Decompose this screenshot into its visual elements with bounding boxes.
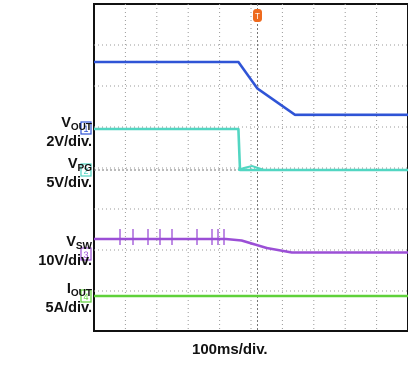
iout-name: IOUT xyxy=(66,281,92,300)
channel-markers: 1 2 3 4 xyxy=(80,121,92,303)
channel-3-marker-label: 3 xyxy=(83,250,88,260)
vout-label: VOUT 2V/div. xyxy=(46,116,92,150)
iout-label: IOUT 5A/div. xyxy=(46,282,92,316)
channel-1-marker: 1 xyxy=(80,121,92,135)
x-axis-label: 100ms/div. xyxy=(192,341,268,358)
vout-name: VOUT xyxy=(61,115,92,134)
iout-scale: 5A/div. xyxy=(45,300,92,316)
traces xyxy=(94,60,408,298)
vsw-label: VSW 10V/div. xyxy=(38,235,92,269)
vpg-bump xyxy=(237,164,265,171)
trace-vout xyxy=(94,60,408,117)
trace-vsw xyxy=(94,237,408,254)
channel-4-marker: 4 xyxy=(80,289,92,303)
vpg-scale: 5V/div. xyxy=(46,175,92,191)
channel-3-marker: 3 xyxy=(80,247,92,261)
vsw-scale: 10V/div. xyxy=(38,253,92,269)
channel-2-marker: 2 xyxy=(80,163,92,177)
channel-2-marker-label: 2 xyxy=(83,166,88,176)
vout-scale: 2V/div. xyxy=(46,134,92,150)
trigger-marker: T xyxy=(253,9,262,22)
vpg-name: VPG xyxy=(67,156,92,175)
channel-4-marker-label: 4 xyxy=(83,292,88,302)
channel-1-marker-label: 1 xyxy=(83,124,88,134)
vsw-name: VSW xyxy=(66,234,92,253)
vpg-label: VPG 5V/div. xyxy=(46,157,92,191)
trace-vpg xyxy=(94,127,408,172)
trigger-marker-label: T xyxy=(255,12,260,21)
